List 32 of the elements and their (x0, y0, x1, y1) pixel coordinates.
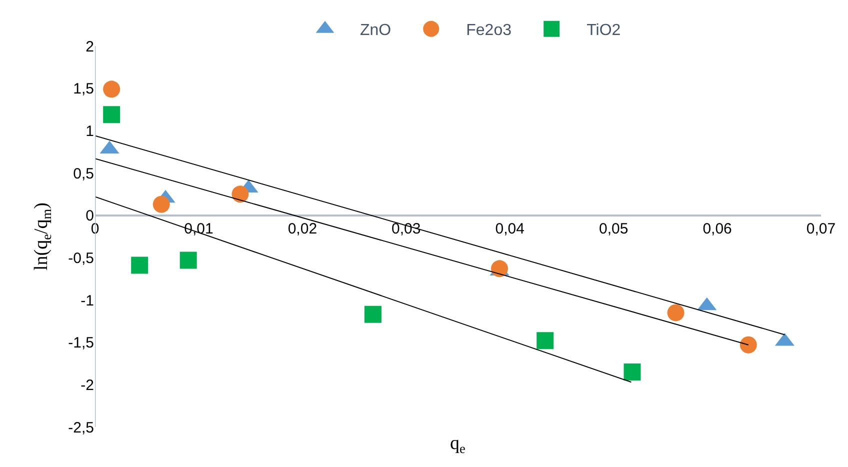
x-tick-label: 0,06 (702, 220, 732, 238)
point (364, 306, 382, 323)
point (536, 332, 554, 350)
y-tick-label: -0,5 (68, 250, 94, 267)
point (103, 106, 120, 124)
point (103, 80, 120, 98)
y-tick-label: -1 (80, 292, 94, 310)
y-tick-label: 2 (86, 38, 94, 56)
x-tick-label: 0,03 (392, 220, 421, 238)
y-tick-label: -1,5 (68, 334, 94, 352)
legend-label: Fe2o3 (466, 22, 512, 40)
point (131, 256, 148, 274)
point (624, 363, 641, 380)
y-tick-label: 1 (86, 122, 94, 140)
x-tick-label: 0,05 (598, 220, 628, 238)
point (232, 186, 249, 203)
x-axis-title: q$_{e}$ (450, 433, 466, 456)
x-tick-label: 0,04 (495, 220, 524, 238)
point (180, 252, 197, 269)
legend-label: TiO2 (586, 22, 621, 40)
y-tick-label: 1,5 (73, 80, 94, 98)
x-tick-label: 0,02 (288, 220, 318, 238)
point (667, 304, 684, 322)
point (152, 196, 170, 213)
y-tick-label: 0 (86, 208, 94, 225)
x-tick-label: 0,01 (184, 220, 214, 238)
point (740, 336, 757, 354)
x-tick-label: 0,07 (806, 220, 836, 238)
legend-label: ZnO (360, 22, 392, 40)
y-tick-label: 0,5 (73, 165, 94, 182)
y-tick-label: -2 (80, 376, 94, 394)
y-tick-label: -2,5 (68, 419, 94, 436)
